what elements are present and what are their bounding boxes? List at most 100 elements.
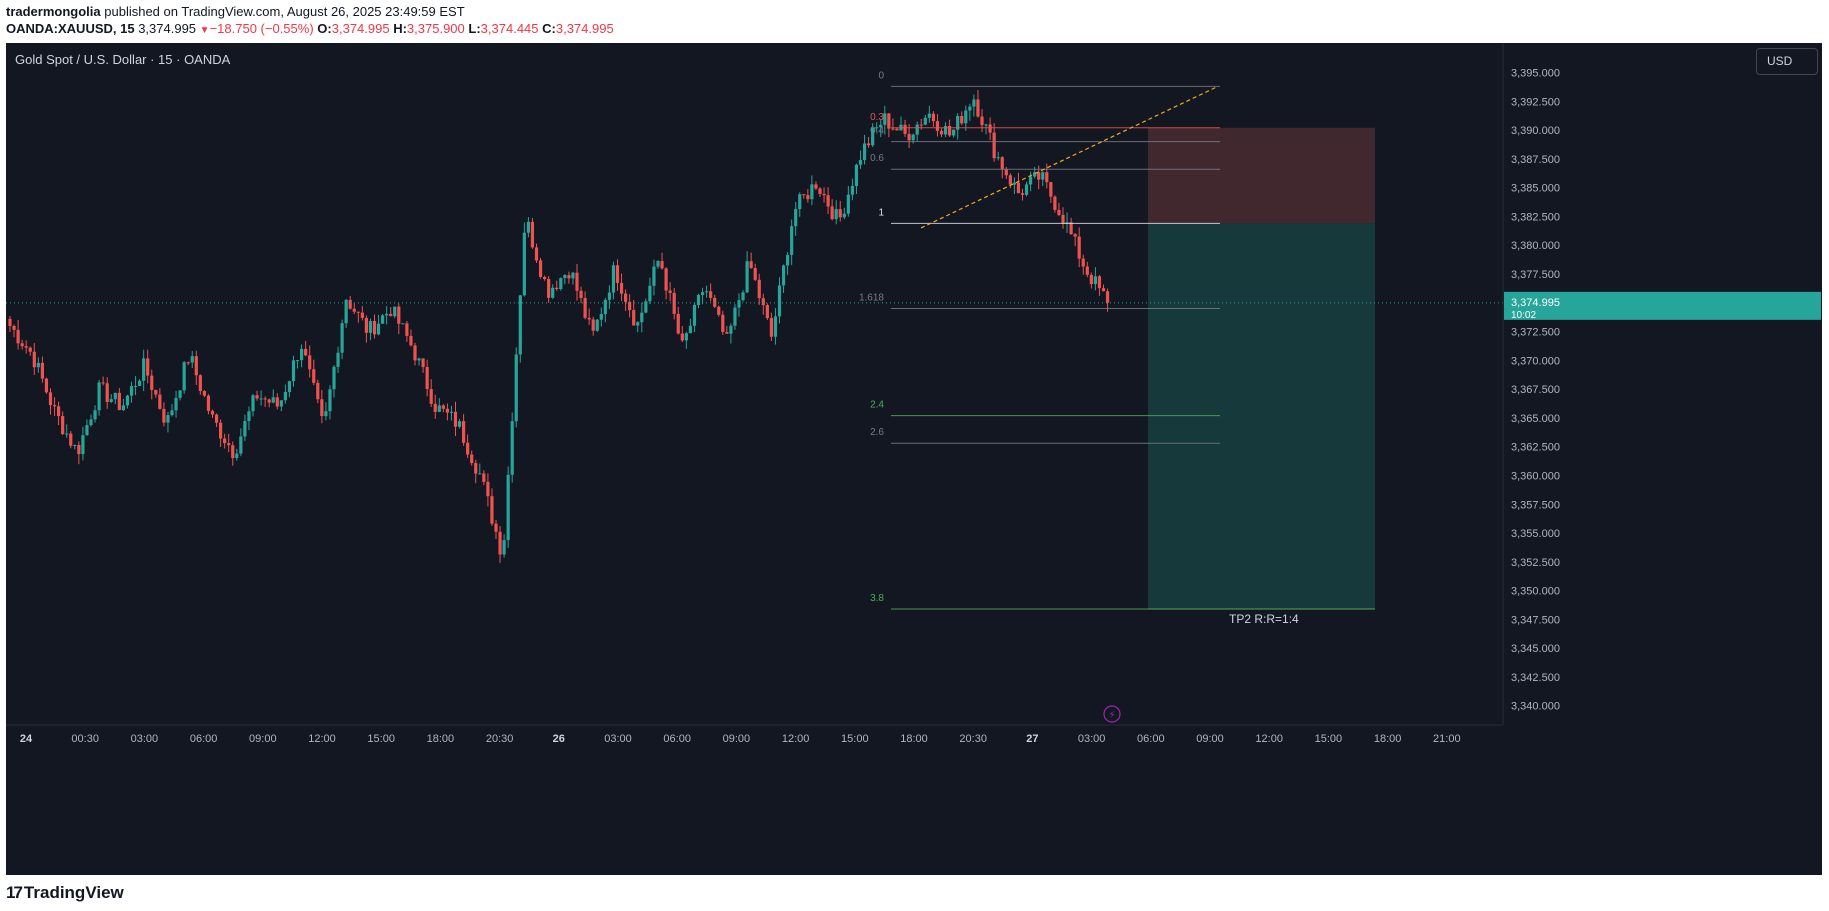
candle-body [721, 314, 725, 333]
lightning-icon[interactable] [1103, 705, 1121, 723]
candle-body [417, 358, 421, 361]
candle-body [397, 306, 401, 324]
candle-body [923, 117, 927, 125]
candle-body [101, 382, 105, 384]
candle-body [81, 435, 85, 455]
candle-body [287, 381, 292, 393]
candle-body [1000, 157, 1004, 170]
time-tick-label: 12:00 [782, 733, 810, 745]
candle-body [862, 143, 867, 161]
tradingview-logo[interactable]: 17 TradingView [6, 883, 124, 903]
candle-body [133, 386, 138, 388]
candle-body [919, 124, 923, 126]
currency-button[interactable]: USD [1756, 48, 1818, 75]
candle-body [389, 313, 393, 317]
candle-body [243, 421, 247, 437]
fib-level-label: 3.8 [870, 593, 884, 604]
candle-body [1061, 214, 1065, 224]
candle-body [304, 348, 308, 356]
fib-level-label: 0.3 [870, 112, 884, 123]
published-text: published on TradingView.com, August 26,… [104, 4, 465, 19]
candle-body [223, 438, 227, 444]
candle-body [494, 523, 498, 532]
time-axis[interactable] [6, 725, 1503, 875]
candle-body [737, 300, 741, 308]
candle-body [603, 299, 607, 315]
price-tick-label: 3,392.500 [1511, 96, 1560, 108]
author-name[interactable]: tradermongolia [6, 4, 101, 19]
time-tick-label: 03:00 [1078, 733, 1106, 745]
candle-body [227, 443, 231, 446]
price-tick-label: 3,365.000 [1511, 413, 1560, 425]
price-tick-label: 3,345.000 [1511, 643, 1560, 655]
candle-body [575, 272, 579, 291]
candle-body [150, 375, 154, 390]
candle-body [741, 292, 745, 301]
candle-body [939, 130, 944, 135]
candle-body [749, 261, 753, 269]
candle-body [822, 193, 826, 196]
price-tick-label: 3,342.500 [1511, 672, 1560, 684]
fib-level-label: 0.4 [870, 126, 884, 137]
candle-body [368, 321, 373, 333]
candle-body [1085, 266, 1089, 275]
tradingview-logo-icon: 17 [6, 883, 23, 902]
candle-body [328, 389, 332, 412]
candle-body [587, 317, 591, 320]
candle-body [405, 323, 409, 336]
candle-body [624, 293, 628, 302]
price-tick-label: 3,350.000 [1511, 586, 1560, 598]
candle-body [97, 382, 101, 411]
stop-loss-zone[interactable] [1148, 127, 1375, 224]
candle-body [948, 126, 952, 136]
candle-body [769, 318, 773, 337]
candle-body [275, 397, 279, 407]
candle-body [300, 348, 304, 361]
candle-body [887, 113, 891, 129]
trend-line[interactable] [920, 85, 1219, 229]
candle-body [198, 375, 202, 391]
candle-body [555, 287, 559, 290]
candle-body [664, 268, 668, 291]
candle-body [931, 113, 935, 122]
candle-body [174, 397, 178, 411]
candle-body [291, 360, 296, 382]
candle-body [871, 127, 875, 146]
candle-body [413, 345, 417, 361]
candle-body [972, 99, 976, 107]
candle-body [1045, 172, 1049, 183]
candle-body [336, 352, 340, 367]
candle-body [154, 389, 158, 395]
candle-body [12, 325, 16, 330]
candle-body [781, 265, 786, 286]
candle-body [761, 298, 765, 306]
candle-body [28, 347, 32, 352]
last-price: 3,374.995 [138, 21, 197, 36]
candle-body [684, 333, 688, 341]
chart-pane[interactable]: TP2 R:R=1:4 0 0.3 0.4 0.6 1 1.618 2.4 2.6 3.8 ⚡ … [6, 43, 1822, 875]
candle-body [235, 453, 239, 459]
candle-body [1097, 276, 1102, 289]
candle-body [798, 194, 802, 210]
candle-body [599, 314, 603, 320]
candle-body [607, 292, 611, 300]
candle-body [182, 362, 186, 391]
price-tick-label: 3,367.500 [1511, 384, 1560, 396]
candle-body [980, 116, 984, 126]
candle-body [231, 445, 235, 459]
time-tick-label: 21:00 [1433, 733, 1461, 745]
time-tick-label: 06:00 [1137, 733, 1165, 745]
candle-body [935, 121, 940, 131]
axis-corner [1503, 725, 1822, 875]
fib-level-label: 2.6 [870, 427, 884, 438]
take-profit-zone[interactable] [1148, 223, 1375, 610]
candle-body [911, 134, 915, 141]
candle-body [867, 143, 871, 146]
time-tick-label: 00:30 [71, 733, 99, 745]
candle-body [462, 421, 466, 443]
candle-body [526, 221, 530, 233]
candle-body [360, 312, 364, 318]
candle-body [1012, 182, 1016, 185]
candle-body [16, 329, 20, 344]
